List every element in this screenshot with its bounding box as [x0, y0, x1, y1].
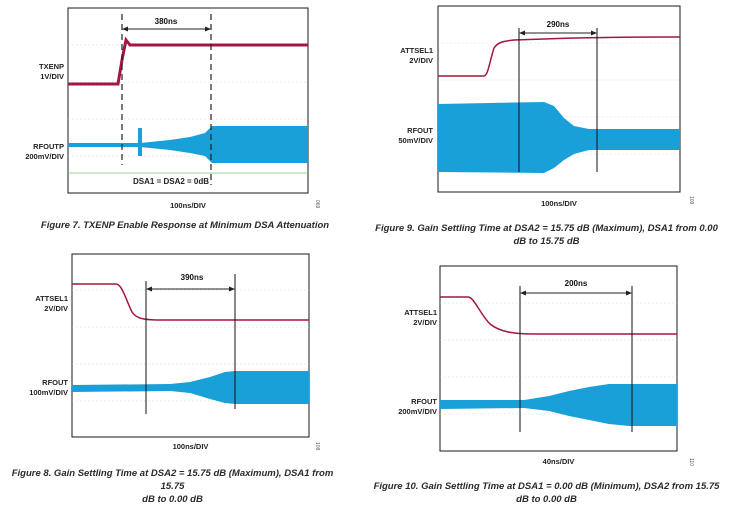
ch1-scale: 2V/DIV [400, 56, 433, 66]
ch2-name: RFOUTP [25, 142, 64, 152]
figure-code: 109 [688, 196, 694, 204]
ch1-name: ATTSEL1 [404, 308, 437, 318]
measurement-value: 390ns [181, 273, 204, 282]
ch2-name: RFOUT [398, 397, 437, 407]
measurement-value: 380ns [155, 17, 178, 26]
ch2-scale: 50mV/DIV [398, 136, 433, 146]
ch1-label: ATTSEL1 2V/DIV [404, 308, 437, 328]
caption-line-2: dB to 15.75 dB [364, 235, 729, 248]
figure-code: 108 [314, 442, 320, 450]
figure-caption: Figure 7. TXENP Enable Response at Minim… [0, 219, 370, 232]
ch1-scale: 1V/DIV [39, 72, 64, 82]
dsa-note: DSA1 = DSA2 = 0dB [133, 177, 209, 186]
ch2-scale: 200mV/DIV [25, 152, 64, 162]
caption-line-1: Figure 8. Gain Settling Time at DSA2 = 1… [0, 467, 345, 493]
caption-line-1: Figure 10. Gain Settling Time at DSA1 = … [364, 480, 729, 493]
caption-line-1: Figure 7. TXENP Enable Response at Minim… [0, 219, 370, 232]
oscilloscope-plot: 290ns [364, 0, 729, 250]
figure-code: 110 [688, 458, 694, 466]
ch2-scale: 100mV/DIV [29, 388, 68, 398]
figure-10: ATTSEL1 2V/DIV RFOUT 200mV/DIV 200ns 40n… [364, 254, 729, 525]
figure-7: TXENP 1V/DIV RFOUTP 200mV/DIV 380ns DSA1… [0, 0, 360, 245]
figure-9: ATTSEL1 2V/DIV RFOUT 50mV/DIV 290ns 100n… [364, 0, 729, 250]
ch1-label: ATTSEL1 2V/DIV [35, 294, 68, 314]
ch2-scale: 200mV/DIV [398, 407, 437, 417]
ch2-label: RFOUT 50mV/DIV [398, 126, 433, 146]
timebase-label: 40ns/DIV [440, 457, 677, 466]
timebase-label: 100ns/DIV [68, 201, 308, 210]
caption-line-2: dB to 0.00 dB [0, 493, 345, 506]
timebase-label: 100ns/DIV [438, 199, 680, 208]
ch2-name: RFOUT [29, 378, 68, 388]
ch1-name: TXENP [39, 62, 64, 72]
figure-code: 069 [314, 200, 320, 208]
caption-line-2: dB to 0.00 dB [364, 493, 729, 506]
caption-line-1: Figure 9. Gain Settling Time at DSA2 = 1… [364, 222, 729, 235]
measurement-value: 200ns [565, 279, 588, 288]
ch2-label: RFOUTP 200mV/DIV [25, 142, 64, 162]
ch1-scale: 2V/DIV [404, 318, 437, 328]
ch1-name: ATTSEL1 [400, 46, 433, 56]
ch2-label: RFOUT 100mV/DIV [29, 378, 68, 398]
ch1-label: TXENP 1V/DIV [39, 62, 64, 82]
plot-frame [68, 8, 308, 193]
ch2-label: RFOUT 200mV/DIV [398, 397, 437, 417]
ch2-name: RFOUT [398, 126, 433, 136]
timebase-label: 100ns/DIV [72, 442, 309, 451]
measurement-value: 290ns [547, 20, 570, 29]
figure-caption: Figure 9. Gain Settling Time at DSA2 = 1… [364, 222, 729, 248]
figure-caption: Figure 8. Gain Settling Time at DSA2 = 1… [0, 467, 345, 506]
figure-caption: Figure 10. Gain Settling Time at DSA1 = … [364, 480, 729, 506]
ch1-label: ATTSEL1 2V/DIV [400, 46, 433, 66]
figure-8: ATTSEL1 2V/DIV RFOUT 100mV/DIV 390ns 100… [0, 254, 360, 525]
ch1-scale: 2V/DIV [35, 304, 68, 314]
ch1-name: ATTSEL1 [35, 294, 68, 304]
